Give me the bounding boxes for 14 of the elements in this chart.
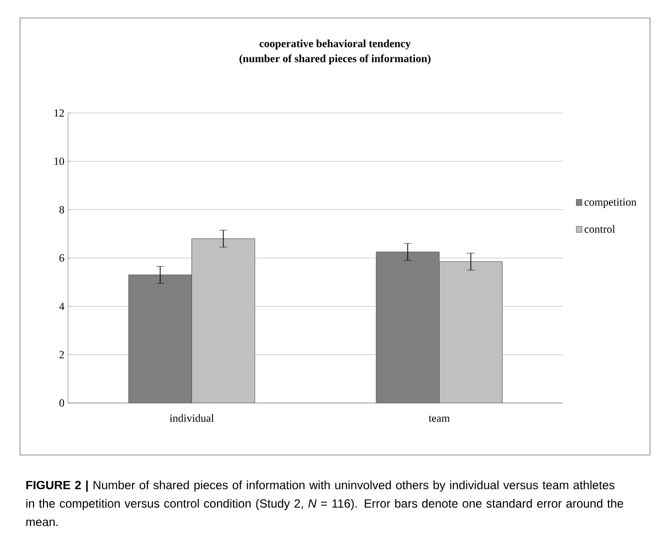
- y-tick-label: 6: [59, 254, 64, 262]
- y-tick-label: 4: [59, 302, 64, 310]
- legend-label: control: [584, 225, 615, 233]
- y-tick-label: 2: [59, 351, 64, 358]
- legend-label: competition: [584, 198, 636, 208]
- x-tick-label: individual: [170, 414, 214, 422]
- chart-subtitle: (number of shared pieces of information): [240, 54, 430, 64]
- y-tick-label: 12: [54, 109, 64, 117]
- y-tick-label: 10: [54, 158, 64, 166]
- y-tick-label: 8: [59, 206, 64, 214]
- y-tick-label: 0: [59, 399, 64, 407]
- chart-title: cooperative behavioral tendency: [260, 40, 411, 50]
- x-tick-label: team: [428, 416, 450, 422]
- text: FIGURE 2 | Number of shared pieces of information with uninvolved others by individual versus team athletes in the competition versus control condition (Study 2, N = 116). Error bars denote one standard error around the mean.: [26, 480, 624, 526]
